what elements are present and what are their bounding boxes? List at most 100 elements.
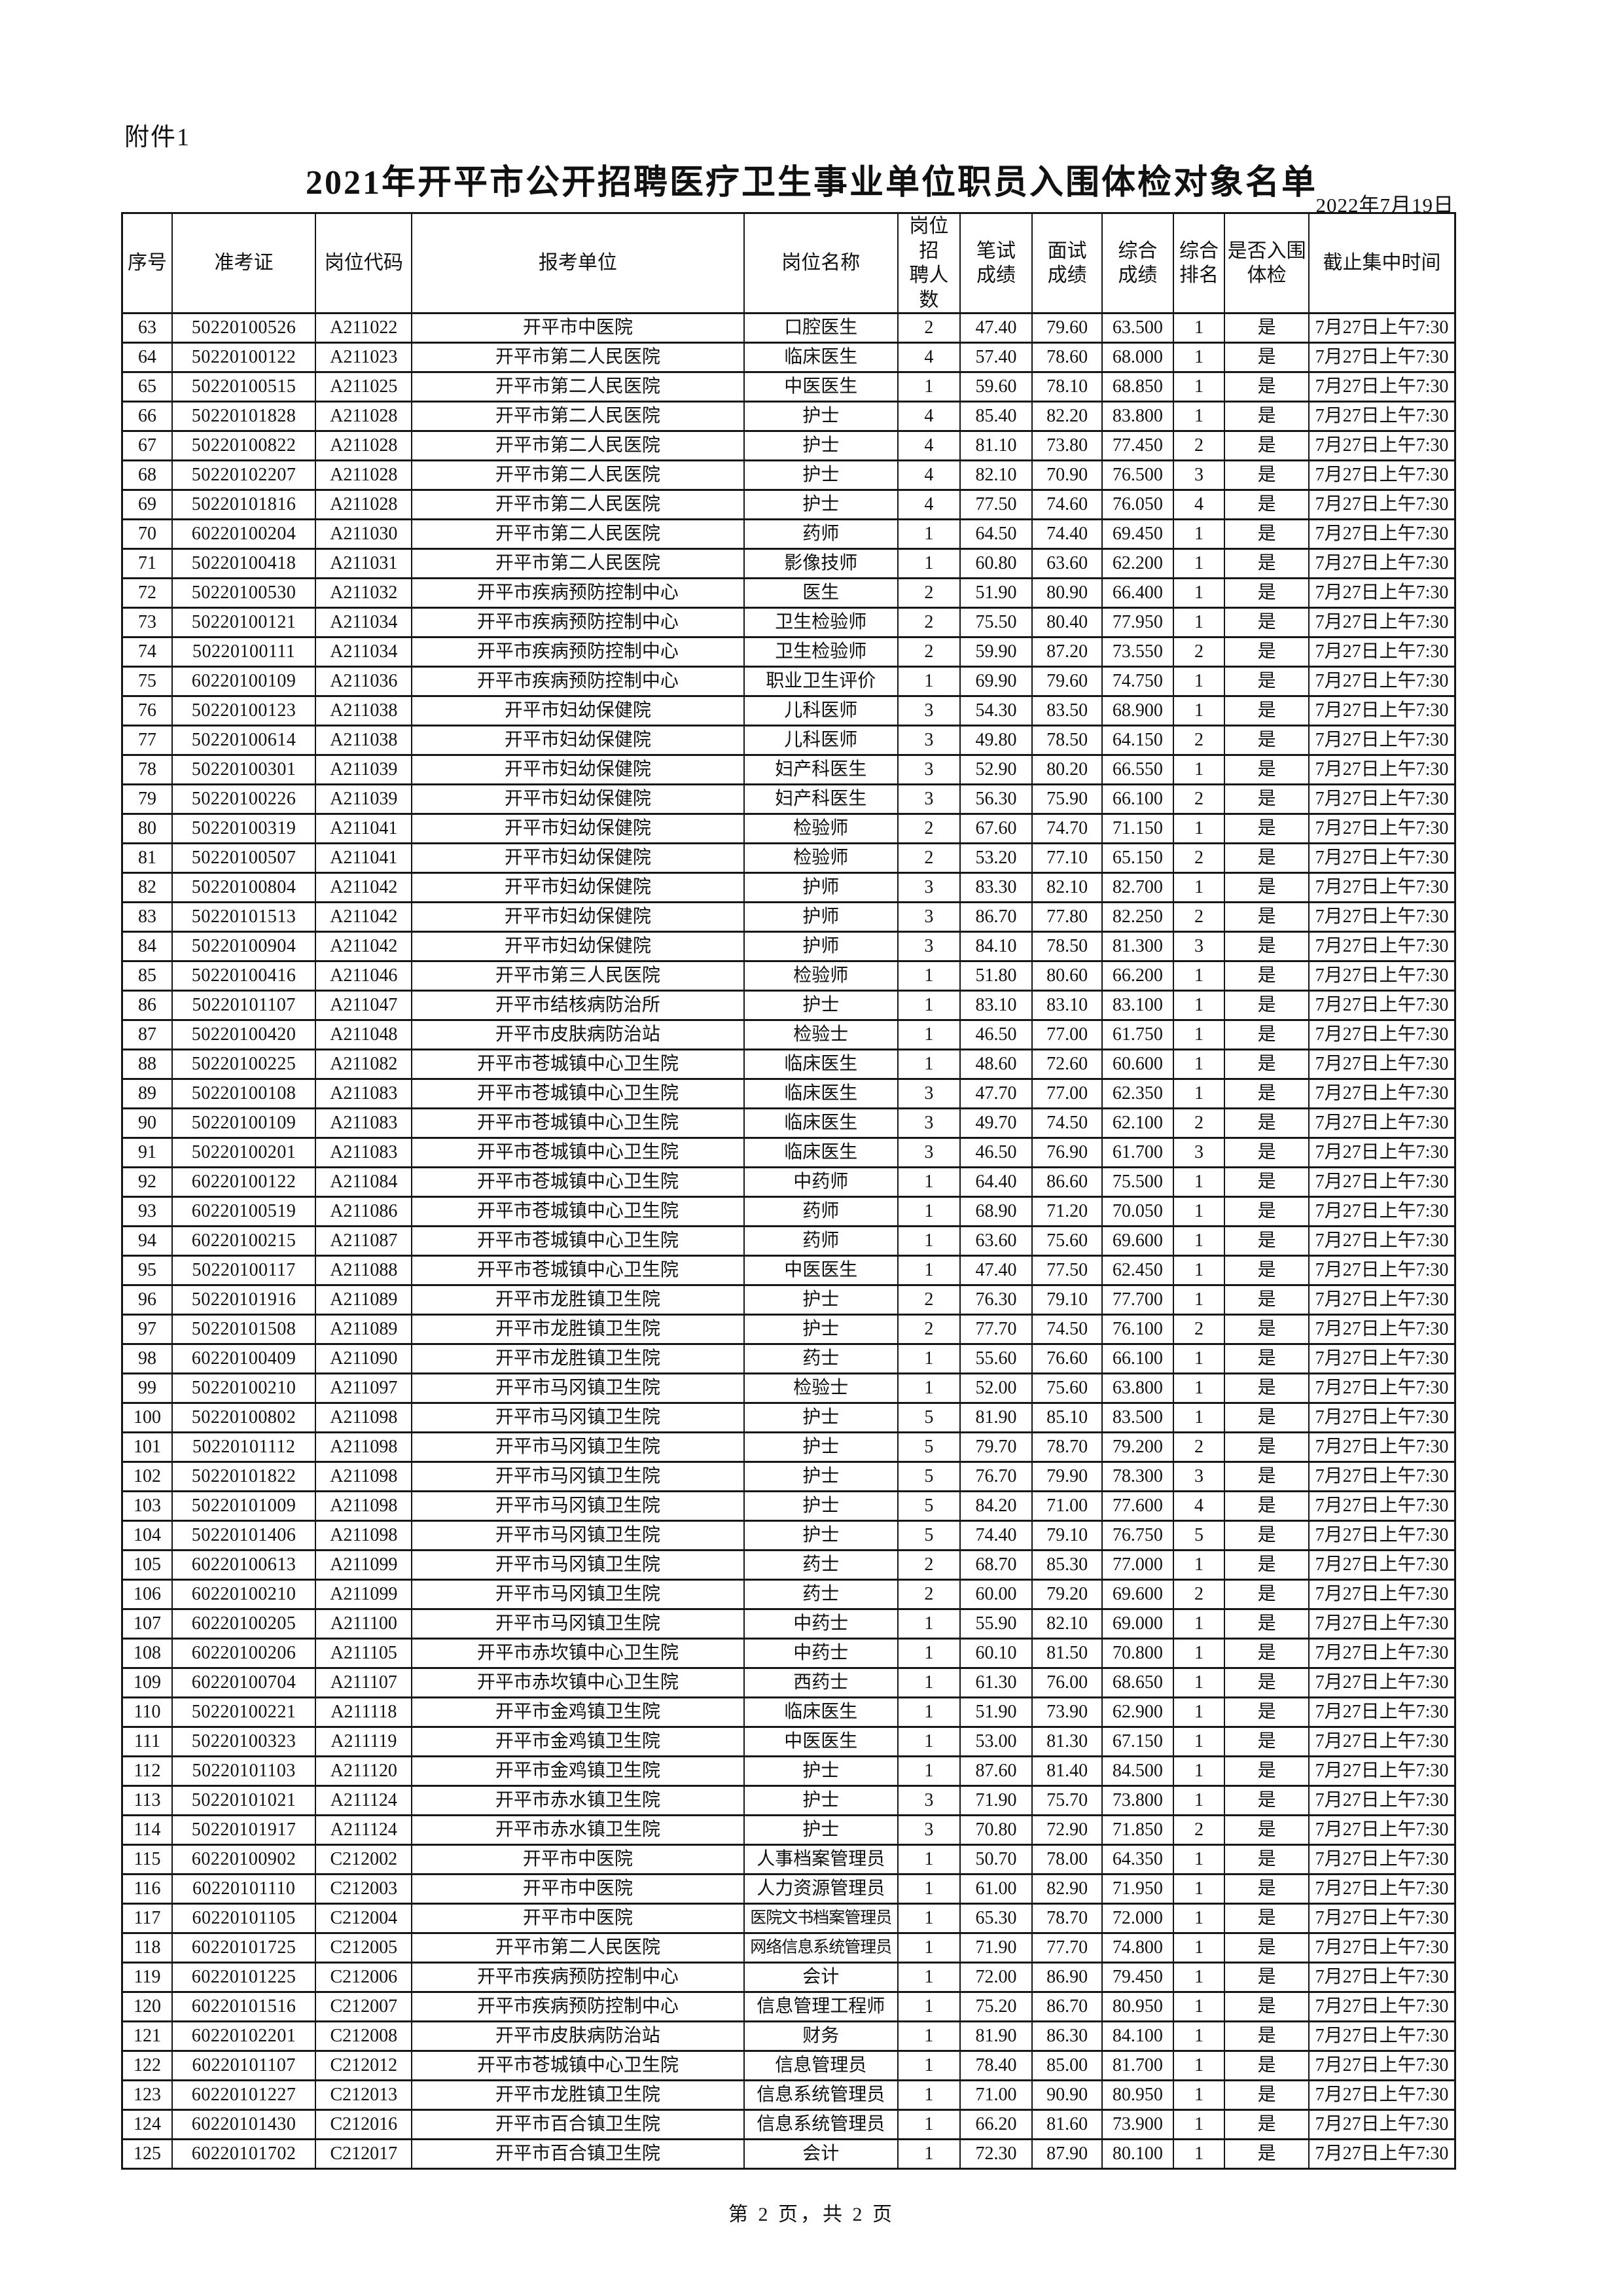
cell-shortlisted: 是 bbox=[1224, 1785, 1310, 1816]
cell-post-name: 人力资源管理员 bbox=[743, 1873, 899, 1905]
cell-employer: 开平市马冈镇卫生院 bbox=[411, 1402, 745, 1433]
cell-exam-number: 60220101107 bbox=[171, 2050, 317, 2081]
cell-overall-rank: 1 bbox=[1172, 1255, 1226, 1286]
cell-overall-score: 66.100 bbox=[1101, 1343, 1174, 1374]
cell-overall-score: 61.750 bbox=[1101, 1019, 1174, 1050]
cell-employer: 开平市疾病预防控制中心 bbox=[411, 607, 745, 638]
cell-deadline: 7月27日上午7:30 bbox=[1308, 1255, 1456, 1286]
cell-interview-score: 70.90 bbox=[1031, 459, 1103, 491]
cell-interview-score: 83.10 bbox=[1031, 990, 1103, 1021]
cell-post-name: 临床医生 bbox=[743, 1107, 899, 1139]
column-header-exam-number: 准考证 bbox=[171, 212, 317, 314]
cell-employer: 开平市苍城镇中心卫生院 bbox=[411, 1255, 745, 1286]
cell-overall-rank: 1 bbox=[1172, 1962, 1226, 1993]
cell-employer: 开平市马冈镇卫生院 bbox=[411, 1490, 745, 1522]
cell-interview-score: 80.90 bbox=[1031, 577, 1103, 609]
table-row: 122 60220101107 C212012 开平市苍城镇中心卫生院 信息管理员 1 78… bbox=[121, 2050, 1456, 2081]
cell-shortlisted: 是 bbox=[1224, 1549, 1310, 1581]
cell-seq: 124 bbox=[121, 2109, 173, 2140]
cell-shortlisted: 是 bbox=[1224, 2020, 1310, 2052]
cell-overall-rank: 1 bbox=[1172, 1284, 1226, 1316]
cell-post-name: 信息管理员 bbox=[743, 2050, 899, 2081]
cell-post-openings: 1 bbox=[897, 1844, 961, 1875]
cell-deadline: 7月27日上午7:30 bbox=[1308, 783, 1456, 815]
cell-post-code: A211105 bbox=[315, 1638, 413, 1669]
cell-deadline: 7月27日上午7:30 bbox=[1308, 2050, 1456, 2081]
cell-overall-rank: 2 bbox=[1172, 725, 1226, 756]
cell-post-code: C212016 bbox=[315, 2109, 413, 2140]
cell-deadline: 7月27日上午7:30 bbox=[1308, 666, 1456, 697]
cell-written-score: 83.30 bbox=[959, 872, 1033, 903]
table-row: 96 50220101916 A211089 开平市龙胜镇卫生院 护士 2 76.30 79.… bbox=[121, 1284, 1456, 1316]
cell-overall-rank: 1 bbox=[1172, 1019, 1226, 1050]
cell-post-code: A211022 bbox=[315, 312, 413, 344]
cell-post-name: 中药士 bbox=[743, 1608, 899, 1640]
cell-employer: 开平市苍城镇中心卫生院 bbox=[411, 1196, 745, 1227]
cell-interview-score: 76.90 bbox=[1031, 1137, 1103, 1168]
cell-written-score: 83.10 bbox=[959, 990, 1033, 1021]
cell-overall-score: 62.100 bbox=[1101, 1107, 1174, 1139]
table-row: 115 60220100902 C212002 开平市中医院 人事档案管理员 1 50.70… bbox=[121, 1844, 1456, 1875]
cell-seq: 103 bbox=[121, 1490, 173, 1522]
table-row: 97 50220101508 A211089 开平市龙胜镇卫生院 护士 2 77.70 74.… bbox=[121, 1314, 1456, 1345]
cell-shortlisted: 是 bbox=[1224, 1814, 1310, 1846]
cell-overall-score: 83.100 bbox=[1101, 990, 1174, 1021]
cell-shortlisted: 是 bbox=[1224, 548, 1310, 579]
cell-post-name: 信息管理工程师 bbox=[743, 1991, 899, 2022]
cell-post-openings: 2 bbox=[897, 577, 961, 609]
cell-post-code: A211025 bbox=[315, 371, 413, 403]
table-row: 110 50220100221 A211118 开平市金鸡镇卫生院 临床医生 1 51.90… bbox=[121, 1696, 1456, 1728]
cell-shortlisted: 是 bbox=[1224, 1608, 1310, 1640]
cell-interview-score: 77.00 bbox=[1031, 1078, 1103, 1109]
cell-post-name: 药师 bbox=[743, 1196, 899, 1227]
cell-post-code: C212017 bbox=[315, 2138, 413, 2170]
column-header-post-name: 岗位名称 bbox=[743, 212, 899, 314]
cell-overall-score: 76.750 bbox=[1101, 1520, 1174, 1551]
cell-seq: 94 bbox=[121, 1225, 173, 1257]
cell-written-score: 75.20 bbox=[959, 1991, 1033, 2022]
table-row: 90 50220100109 A211083 开平市苍城镇中心卫生院 临床医生 3 49.7… bbox=[121, 1107, 1456, 1139]
cell-shortlisted: 是 bbox=[1224, 1166, 1310, 1198]
cell-interview-score: 79.20 bbox=[1031, 1579, 1103, 1610]
cell-post-name: 护士 bbox=[743, 1814, 899, 1846]
table-row: 100 50220100802 A211098 开平市马冈镇卫生院 护士 5 81.90 85… bbox=[121, 1402, 1456, 1433]
cell-seq: 74 bbox=[121, 636, 173, 668]
cell-deadline: 7月27日上午7:30 bbox=[1308, 1461, 1456, 1492]
cell-post-name: 护士 bbox=[743, 1431, 899, 1463]
cell-employer: 开平市第二人民医院 bbox=[411, 430, 745, 461]
cell-seq: 83 bbox=[121, 901, 173, 933]
cell-shortlisted: 是 bbox=[1224, 371, 1310, 403]
cell-shortlisted: 是 bbox=[1224, 1932, 1310, 1964]
cell-employer: 开平市妇幼保健院 bbox=[411, 783, 745, 815]
table-row: 94 60220100215 A211087 开平市苍城镇中心卫生院 药师 1 63.60 7… bbox=[121, 1225, 1456, 1257]
cell-seq: 88 bbox=[121, 1049, 173, 1080]
cell-written-score: 85.40 bbox=[959, 401, 1033, 432]
cell-written-score: 78.40 bbox=[959, 2050, 1033, 2081]
cell-deadline: 7月27日上午7:30 bbox=[1308, 1932, 1456, 1964]
cell-written-score: 56.30 bbox=[959, 783, 1033, 815]
cell-overall-rank: 1 bbox=[1172, 607, 1226, 638]
cell-deadline: 7月27日上午7:30 bbox=[1308, 1078, 1456, 1109]
cell-employer: 开平市苍城镇中心卫生院 bbox=[411, 1166, 745, 1198]
header-row: 序号 准考证 岗位代码 报考单位 岗位名称 岗位招 聘人数 笔试 成绩 面试 成绩 综合 成绩综… bbox=[121, 212, 1456, 314]
cell-written-score: 60.00 bbox=[959, 1579, 1033, 1610]
table-row: 124 60220101430 C212016 开平市百合镇卫生院 信息系统管理员 1 66… bbox=[121, 2109, 1456, 2140]
cell-shortlisted: 是 bbox=[1224, 1962, 1310, 1993]
cell-written-score: 64.50 bbox=[959, 518, 1033, 550]
cell-seq: 122 bbox=[121, 2050, 173, 2081]
table-row: 87 50220100420 A211048 开平市皮肤病防治站 检验士 1 46.50 77… bbox=[121, 1019, 1456, 1050]
cell-overall-rank: 1 bbox=[1172, 1696, 1226, 1728]
cell-seq: 65 bbox=[121, 371, 173, 403]
cell-written-score: 63.60 bbox=[959, 1225, 1033, 1257]
cell-seq: 98 bbox=[121, 1343, 173, 1374]
cell-overall-score: 80.950 bbox=[1101, 2079, 1174, 2111]
cell-seq: 117 bbox=[121, 1903, 173, 1934]
cell-shortlisted: 是 bbox=[1224, 1726, 1310, 1757]
cell-post-code: A211038 bbox=[315, 695, 413, 726]
cell-interview-score: 72.90 bbox=[1031, 1814, 1103, 1846]
cell-overall-score: 82.700 bbox=[1101, 872, 1174, 903]
cell-post-openings: 3 bbox=[897, 1107, 961, 1139]
cell-shortlisted: 是 bbox=[1224, 1049, 1310, 1080]
cell-post-name: 妇产科医生 bbox=[743, 754, 899, 785]
cell-post-name: 护士 bbox=[743, 401, 899, 432]
